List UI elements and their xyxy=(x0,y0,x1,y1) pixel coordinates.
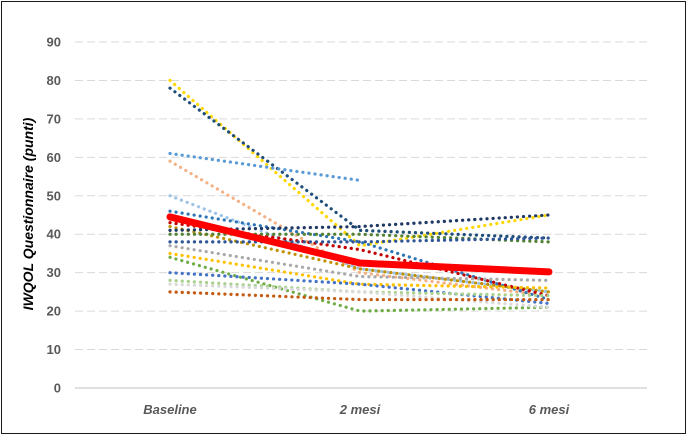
x-axis-ticks: Baseline 2 mesi 6 mesi xyxy=(143,402,569,417)
x-tick-label: 6 mesi xyxy=(529,402,570,417)
mean-line xyxy=(166,213,553,276)
series-line xyxy=(168,290,551,302)
series-line xyxy=(168,213,551,232)
series-line xyxy=(168,194,551,294)
y-tick-label: 20 xyxy=(47,304,61,319)
series-lines xyxy=(168,78,551,313)
y-tick-label: 40 xyxy=(47,227,61,242)
y-axis-ticks: 0 10 20 30 40 50 60 70 80 90 xyxy=(47,35,61,396)
y-tick-label: 70 xyxy=(47,111,61,126)
y-tick-label: 50 xyxy=(47,188,61,203)
x-tick-label: 2 mesi xyxy=(339,402,381,417)
y-axis-label: IWQOL Questionnaire (punti) xyxy=(20,117,36,310)
y-tick-label: 30 xyxy=(47,265,61,280)
x-tick-label: Baseline xyxy=(143,402,196,417)
mean-series xyxy=(166,213,553,276)
series-line xyxy=(168,282,551,309)
series-line xyxy=(168,255,551,313)
y-tick-label: 90 xyxy=(47,35,61,50)
gridlines xyxy=(75,41,647,389)
series-line xyxy=(168,209,551,302)
series-line xyxy=(168,271,551,306)
y-tick-label: 60 xyxy=(47,150,61,165)
series-line xyxy=(168,151,362,182)
series-line xyxy=(168,224,551,294)
series-line xyxy=(168,78,551,248)
series-line xyxy=(168,159,551,298)
y-tick-label: 10 xyxy=(47,342,61,357)
series-line xyxy=(168,236,551,244)
y-tick-label: 0 xyxy=(54,381,61,396)
series-line xyxy=(168,251,551,290)
series-line xyxy=(168,244,551,282)
y-tick-label: 80 xyxy=(47,73,61,88)
series-line xyxy=(168,86,551,240)
